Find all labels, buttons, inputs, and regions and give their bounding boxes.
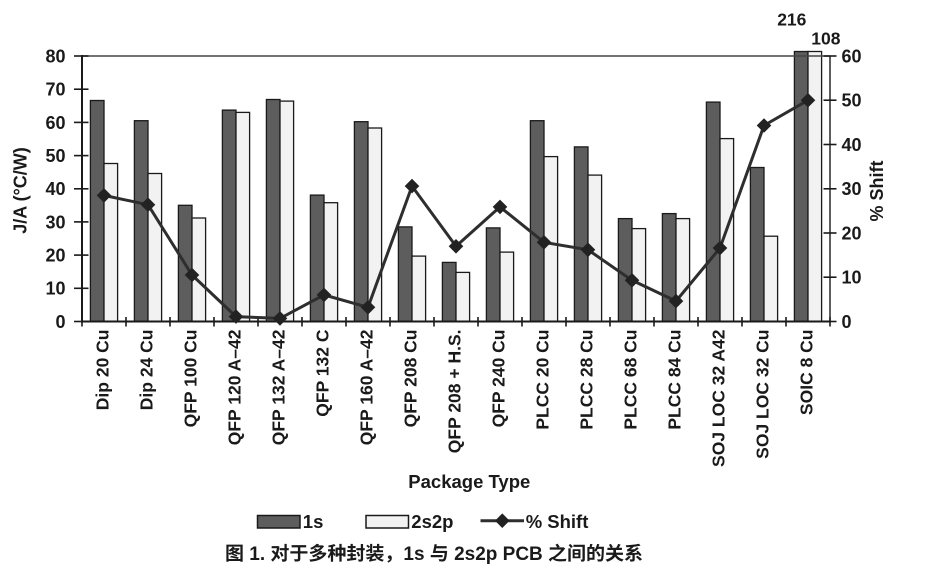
svg-text:PLCC 20 Cu: PLCC 20 Cu: [532, 330, 552, 430]
svg-text:30: 30: [842, 179, 862, 199]
svg-text:0: 0: [55, 312, 65, 332]
svg-text:2s2p PCB: 2s2p PCB: [449, 544, 548, 565]
svg-text:SOIC 8 Cu: SOIC 8 Cu: [796, 330, 816, 416]
svg-text:QFP 120 A–42: QFP 120 A–42: [224, 329, 244, 445]
svg-text:PLCC 28 Cu: PLCC 28 Cu: [576, 330, 596, 430]
svg-text:60: 60: [842, 46, 862, 66]
svg-text:1s: 1s: [303, 511, 324, 532]
svg-text:J/A (°C/W): J/A (°C/W): [11, 147, 31, 234]
svg-text:50: 50: [842, 91, 862, 111]
svg-text:QFP 208 + H.S.: QFP 208 + H.S.: [444, 330, 464, 454]
svg-text:2s2p: 2s2p: [411, 511, 453, 532]
svg-text:0: 0: [842, 312, 852, 332]
svg-text:Package Type: Package Type: [408, 471, 530, 492]
svg-text:% Shift: % Shift: [526, 511, 589, 532]
svg-text:Dip 24 Cu: Dip 24 Cu: [136, 330, 156, 411]
svg-text:QFP 132 C: QFP 132 C: [312, 329, 332, 417]
svg-text:QFP 100 Cu: QFP 100 Cu: [180, 330, 200, 428]
svg-text:SOJ LOC 32 Cu: SOJ LOC 32 Cu: [752, 330, 772, 459]
svg-text:50: 50: [45, 146, 65, 166]
svg-text:QFP 240 Cu: QFP 240 Cu: [488, 330, 508, 428]
svg-text:SOJ LOC 32 A42: SOJ LOC 32 A42: [708, 329, 728, 467]
svg-text:108: 108: [811, 29, 840, 49]
svg-text:80: 80: [45, 46, 65, 66]
svg-text:20: 20: [45, 246, 65, 266]
svg-text:70: 70: [45, 80, 65, 100]
svg-text:60: 60: [45, 113, 65, 133]
svg-text:QFP 208 Cu: QFP 208 Cu: [400, 330, 420, 428]
svg-text:QFP 132 A–42: QFP 132 A–42: [268, 329, 288, 445]
svg-text:40: 40: [842, 135, 862, 155]
svg-text:10: 10: [842, 268, 862, 288]
svg-text:Dip 20 Cu: Dip 20 Cu: [92, 330, 112, 411]
svg-text:30: 30: [45, 212, 65, 232]
svg-text:% Shift: % Shift: [867, 160, 887, 221]
svg-text:PLCC 68 Cu: PLCC 68 Cu: [620, 330, 640, 430]
svg-text:1s: 1s: [403, 544, 429, 565]
svg-text:216: 216: [777, 10, 806, 30]
svg-text:PLCC 84 Cu: PLCC 84 Cu: [664, 330, 684, 430]
svg-text:10: 10: [45, 279, 65, 299]
svg-text:20: 20: [842, 223, 862, 243]
svg-text:1.: 1.: [244, 544, 270, 565]
svg-text:40: 40: [45, 179, 65, 199]
svg-text:QFP 160 A–42: QFP 160 A–42: [356, 329, 376, 445]
